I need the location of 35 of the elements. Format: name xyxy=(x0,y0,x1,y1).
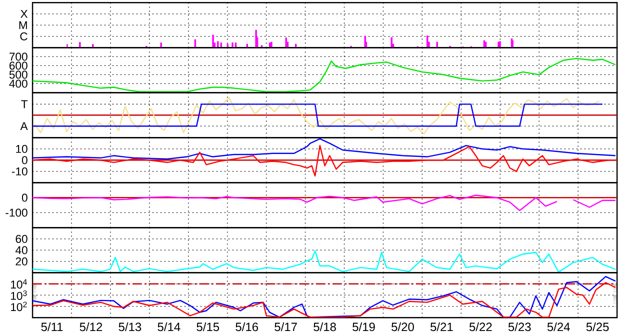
text: M xyxy=(19,21,27,30)
y-tick-label: 700 xyxy=(10,52,28,61)
y-tick-label: 400 xyxy=(9,80,28,88)
y-tick-label: 10 xyxy=(16,144,28,153)
y-tick-label: 600 xyxy=(10,62,28,70)
x-tick-label: 5/23 xyxy=(508,322,531,332)
x-tick-label: 5/22 xyxy=(469,322,492,332)
text: A xyxy=(20,122,28,130)
y-tick-label: 500 xyxy=(9,70,28,79)
x-tick-label: 5/12 xyxy=(80,322,102,332)
y-tick-label: 0 xyxy=(22,156,28,164)
y-tick-label: -100 xyxy=(6,208,28,217)
y-tick-label: 20 xyxy=(16,257,28,266)
y-tick-label: 0 xyxy=(22,194,28,202)
x-tick-label: 5/24 xyxy=(547,322,570,332)
x-tick-label: 5/19 xyxy=(352,322,375,332)
y-tick-label: 10$^{4}$ xyxy=(11,279,27,289)
y-tick-label: 60 xyxy=(16,234,28,243)
y-tick-label: 10$^{3}$ xyxy=(11,290,27,300)
text: X xyxy=(20,10,28,18)
x-tick-label: 5/20 xyxy=(392,322,414,332)
x-tick-label: 5/15 xyxy=(196,322,220,332)
x-tick-label: 5/21 xyxy=(430,322,453,332)
text: C xyxy=(20,32,28,40)
x-tick-label: 5/17 xyxy=(274,322,297,332)
x-tick-label: 5/18 xyxy=(314,322,336,332)
y-tick-label: 40 xyxy=(15,246,28,254)
x-tick-label: 5/25 xyxy=(586,322,609,332)
x-tick-label: 5/14 xyxy=(158,322,180,332)
x-tick-label: 5/11 xyxy=(41,322,63,332)
y-tick-label: -10 xyxy=(12,167,28,176)
text: T xyxy=(21,100,28,108)
y-tick-label: 10$^{2}$ xyxy=(11,302,27,312)
x-tick-label: 5/16 xyxy=(236,322,258,332)
x-tick-label: 5/13 xyxy=(118,322,142,332)
